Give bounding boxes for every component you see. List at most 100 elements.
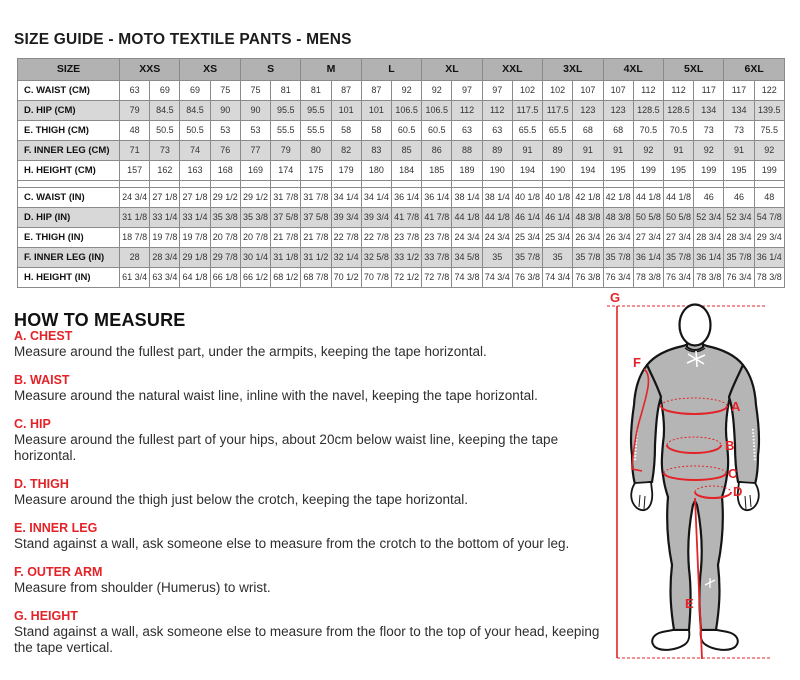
size-value-cell: 68: [572, 120, 604, 141]
measure-item: D. THIGH Measure around the thigh just be…: [14, 477, 600, 508]
size-value-cell: 63 3/4: [149, 267, 181, 288]
figure-label-e: E: [685, 596, 694, 611]
size-value-cell: 28 3/4: [723, 227, 755, 248]
size-value-cell: 53: [209, 120, 241, 141]
size-value-cell: 50.5: [149, 120, 181, 141]
measurement-figure: G F A B C D E: [607, 290, 771, 660]
measure-item-text: Measure from shoulder (Humerus) to wrist…: [14, 580, 271, 595]
page-title: SIZE GUIDE - MOTO TEXTILE PANTS - MENS: [14, 31, 352, 49]
size-value-cell: 32 1/4: [330, 247, 362, 268]
size-value-cell: 102: [511, 80, 544, 101]
size-value-cell: 50.5: [179, 120, 211, 141]
size-value-cell: 36 1/4: [693, 247, 725, 268]
size-value-cell: 68 1/2: [270, 267, 302, 288]
size-value-cell: 117.5: [511, 100, 544, 121]
size-value-cell: 74 3/8: [451, 267, 483, 288]
size-value-cell: 39 3/4: [360, 207, 392, 228]
size-value-cell: 106.5: [421, 100, 453, 121]
size-column-header: XL: [421, 58, 483, 81]
table-row: D. HIP (IN) 31 1/8 33 1/4 33 1/4 35 3/8 35 3/…: [17, 207, 786, 228]
size-value-cell: 38 1/4: [451, 187, 483, 208]
size-value-cell: 128.5: [632, 100, 664, 121]
size-value-cell: 35: [542, 247, 574, 268]
table-row: E. THIGH (CM) 48 50.5 50.5 53 53 55.5 55.5 58 58 6…: [17, 120, 786, 141]
size-value-cell: 101: [360, 100, 392, 121]
separator-cell: [572, 180, 604, 188]
left-forearm-text-mark: [634, 428, 638, 462]
table-row: E. THIGH (IN) 18 7/8 19 7/8 19 7/8 20 7/8 20 …: [17, 227, 786, 248]
size-value-cell: 24 3/4: [451, 227, 483, 248]
size-value-cell: 33 7/8: [421, 247, 453, 268]
size-value-cell: 190: [481, 160, 513, 181]
size-value-cell: 35 3/8: [239, 207, 272, 228]
size-value-cell: 46 1/4: [542, 207, 574, 228]
figure-right-hand: [736, 481, 760, 512]
size-value-cell: 34 1/4: [360, 187, 392, 208]
size-value-cell: 40 1/8: [511, 187, 544, 208]
separator-cell: [632, 180, 664, 188]
separator-cell: [360, 180, 392, 188]
row-label: D. HIP (CM): [17, 100, 120, 121]
size-value-cell: 168: [209, 160, 241, 181]
size-column-header: 4XL: [602, 58, 664, 81]
separator-cell: [390, 180, 423, 188]
figure-right-foot: [699, 629, 739, 651]
size-value-cell: 46: [693, 187, 725, 208]
waist-measure-ellipse-dashed: [666, 436, 722, 446]
separator-cell: [542, 180, 574, 188]
size-value-cell: 68: [602, 120, 634, 141]
size-value-cell: 92: [421, 80, 453, 101]
size-column-header: 6XL: [723, 58, 785, 81]
size-value-cell: 81: [270, 80, 302, 101]
size-value-cell: 28: [118, 247, 151, 268]
measure-item-label: C. HIP: [14, 417, 51, 431]
size-value-cell: 55.5: [300, 120, 332, 141]
row-label: E. THIGH (CM): [17, 120, 120, 141]
chest-measure-ellipse: [660, 405, 728, 415]
size-column-header: 5XL: [662, 58, 725, 81]
separator-cell: [118, 180, 151, 188]
size-value-cell: 74: [179, 140, 211, 161]
size-value-cell: 28 3/4: [149, 247, 181, 268]
size-value-cell: 27 3/4: [632, 227, 664, 248]
size-value-cell: 41 7/8: [390, 207, 423, 228]
figure-head: [678, 303, 712, 347]
size-value-cell: 81: [300, 80, 332, 101]
inner-leg-measure-line: [694, 497, 703, 660]
size-value-cell: 58: [360, 120, 392, 141]
size-value-cell: 89: [481, 140, 513, 161]
size-value-cell: 21 7/8: [270, 227, 302, 248]
measure-item-label: A. CHEST: [14, 329, 73, 343]
size-value-cell: 73: [693, 120, 725, 141]
size-value-cell: 35 7/8: [511, 247, 544, 268]
size-value-cell: 68 7/8: [300, 267, 332, 288]
row-label: F. INNER LEG (CM): [17, 140, 120, 161]
measure-item: F. OUTER ARM Measure from shoulder (Humer…: [14, 565, 600, 596]
figure-left-hand: [630, 481, 654, 512]
size-value-cell: 33 1/2: [390, 247, 423, 268]
size-value-cell: 195: [662, 160, 695, 181]
measure-item: E. INNER LEG Stand against a wall, ask so…: [14, 521, 600, 552]
size-value-cell: 84.5: [149, 100, 181, 121]
size-value-cell: 35 3/8: [209, 207, 241, 228]
separator-cell: [723, 180, 755, 188]
size-value-cell: 36 1/4: [421, 187, 453, 208]
size-value-cell: 22 7/8: [330, 227, 362, 248]
size-value-cell: 71: [118, 140, 151, 161]
size-value-cell: 44 1/8: [662, 187, 695, 208]
measure-item-label: G. HEIGHT: [14, 609, 78, 623]
separator-cell: [451, 180, 483, 188]
size-value-cell: 80: [300, 140, 332, 161]
size-value-cell: 48 3/8: [572, 207, 604, 228]
size-value-cell: 31 1/2: [300, 247, 332, 268]
size-value-cell: 78 3/8: [693, 267, 725, 288]
size-value-cell: 174: [270, 160, 302, 181]
size-value-cell: 37 5/8: [270, 207, 302, 228]
separator-cell: [149, 180, 181, 188]
size-value-cell: 195: [602, 160, 634, 181]
size-value-cell: 90: [209, 100, 241, 121]
size-value-cell: 55.5: [270, 120, 302, 141]
size-value-cell: 95.5: [300, 100, 332, 121]
row-label: H. HEIGHT (CM): [17, 160, 120, 181]
